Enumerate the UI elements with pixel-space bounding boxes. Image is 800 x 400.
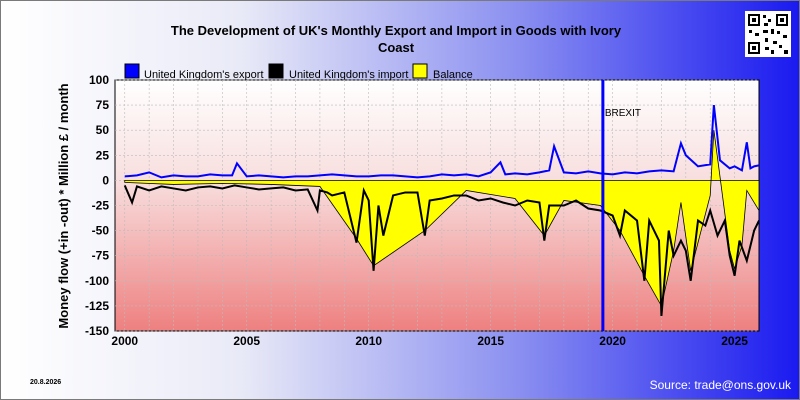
series-group <box>123 104 759 317</box>
x-tick-label: 2025 <box>721 334 748 348</box>
x-tick-label: 2015 <box>477 334 504 348</box>
legend-swatch-balance <box>412 63 428 79</box>
import-line <box>123 184 759 317</box>
brexit-label: BREXIT <box>605 108 641 119</box>
y-axis-label: Money flow (+in -out) * Million £ / mont… <box>56 83 71 328</box>
y-tick-label: 25 <box>96 148 110 162</box>
x-axis-ticks: 2000 2005 2010 2015 2020 2025 <box>111 334 748 348</box>
export-line <box>124 104 759 179</box>
annotations: BREXIT <box>601 80 641 331</box>
x-tick-label: 2020 <box>599 334 626 348</box>
y-tick-label: 100 <box>89 73 109 87</box>
y-tick-label: -100 <box>85 274 109 288</box>
x-tick-label: 2010 <box>355 334 382 348</box>
y-tick-label: 0 <box>102 173 109 187</box>
legend-label-balance: Balance <box>433 69 473 81</box>
x-tick-label: 2005 <box>233 334 260 348</box>
y-tick-label: -25 <box>92 199 110 213</box>
legend-label-export: United Kingdom's export <box>144 69 264 81</box>
y-tick-label: -50 <box>92 224 110 238</box>
legend-label-import: United Kingdom's import <box>289 69 409 81</box>
y-tick-label: 50 <box>96 123 110 137</box>
y-tick-label: 75 <box>96 98 110 112</box>
legend-swatch-export <box>124 63 140 79</box>
qr-code-icon <box>745 11 791 57</box>
x-tick-label: 2000 <box>111 334 138 348</box>
legend: United Kingdom's export United Kingdom's… <box>124 63 473 81</box>
chart-title: The Development of UK's Monthly Export a… <box>170 23 622 55</box>
source-credit: Source: trade@ons.gov.uk <box>649 378 791 392</box>
y-tick-label: -150 <box>85 324 109 338</box>
y-tick-label: -125 <box>85 299 109 313</box>
legend-swatch-import <box>268 63 284 79</box>
date-stamp: 20.8.2026 <box>30 379 62 386</box>
y-axis-ticks: 100 75 50 25 0 -25 -50 -75 -100 -125 -150 <box>85 73 109 338</box>
y-tick-label: -75 <box>92 249 110 263</box>
